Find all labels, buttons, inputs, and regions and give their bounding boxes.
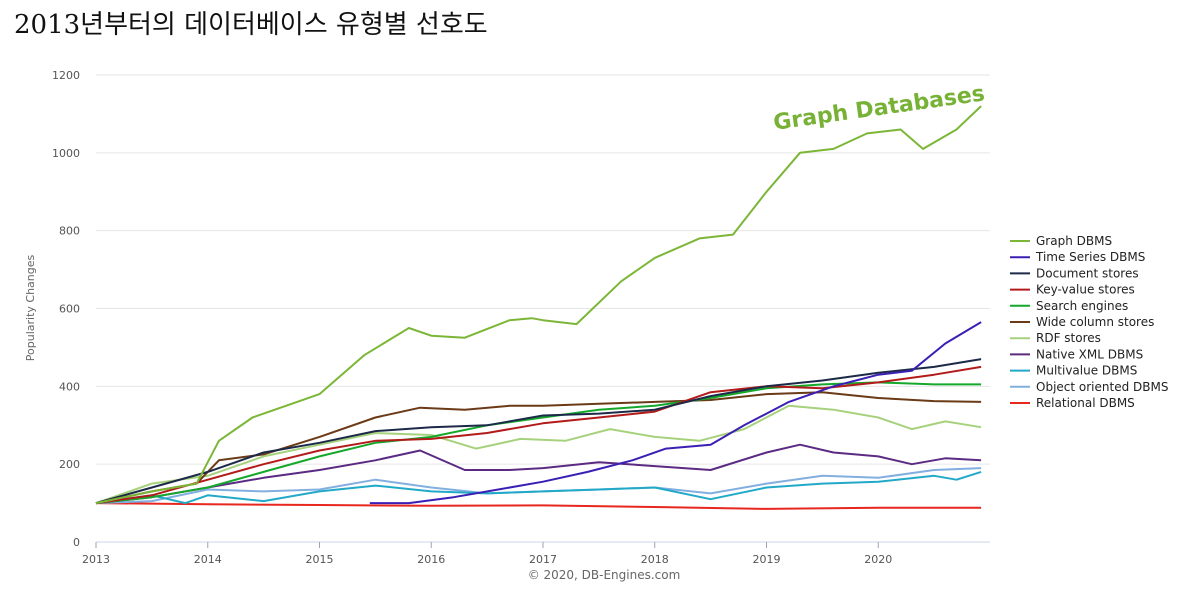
legend-label: Document stores (1036, 266, 1139, 280)
legend-label: Wide column stores (1036, 315, 1154, 329)
x-tick-label: 2015 (306, 553, 334, 566)
legend-item-multivalue-dbms[interactable]: Multivalue DBMS (1010, 364, 1137, 378)
graph-databases-annotation: Graph Databases (772, 81, 986, 135)
series-line-document-stores (95, 358, 982, 505)
legend: Graph DBMS Time Series DBMS Document store… (1010, 234, 1168, 410)
y-axis-label: Popularity Changes (24, 254, 37, 361)
x-tick-label: 2016 (417, 553, 445, 566)
grid-lines (96, 74, 990, 543)
chart-credit: © 2020, DB-Engines.com (528, 568, 681, 582)
y-tick-label: 400 (59, 380, 80, 393)
page-title: 2013년부터의 데이터베이스 유형별 선호도 (14, 10, 488, 40)
y-tick-label: 0 (73, 536, 80, 549)
legend-item-graph-dbms[interactable]: Graph DBMS (1010, 234, 1112, 248)
x-tick-label: 2014 (194, 553, 222, 566)
series-line-key-value-stores (95, 365, 982, 505)
x-tick-label: 2017 (529, 553, 557, 566)
legend-label: Multivalue DBMS (1036, 364, 1137, 378)
series-line-graph-dbms (95, 105, 982, 505)
legend-label: Key-value stores (1036, 283, 1135, 297)
legend-label: Search engines (1036, 299, 1128, 313)
y-tick-label: 200 (59, 458, 80, 471)
legend-item-native-xml-dbms[interactable]: Native XML DBMS (1010, 347, 1143, 361)
series-line-native-xml-dbms (95, 443, 982, 505)
x-tick-label: 2013 (82, 553, 110, 566)
series-line-rdf-stores (95, 404, 982, 505)
y-tick-label: 800 (59, 225, 80, 238)
series-group (95, 105, 982, 510)
series-line-wide-column-stores (95, 391, 982, 505)
legend-item-wide-column-stores[interactable]: Wide column stores (1010, 315, 1154, 329)
legend-item-relational-dbms[interactable]: Relational DBMS (1010, 396, 1135, 410)
series-line-time-series-dbms (369, 321, 982, 505)
axes: 0 200 400 600 800 1000 1200 2013 2014 2015 2016 201… (52, 69, 892, 566)
y-tick-label: 1200 (52, 69, 80, 82)
legend-label: RDF stores (1036, 331, 1101, 345)
legend-label: Native XML DBMS (1036, 347, 1143, 361)
legend-item-object-oriented-dbms[interactable]: Object oriented DBMS (1010, 380, 1168, 394)
legend-label: Time Series DBMS (1035, 250, 1145, 264)
series-line-relational-dbms (95, 502, 982, 510)
legend-item-key-value-stores[interactable]: Key-value stores (1010, 283, 1135, 297)
x-tick-label: 2019 (753, 553, 781, 566)
series-line-multivalue-dbms (95, 470, 982, 505)
legend-item-search-engines[interactable]: Search engines (1010, 299, 1128, 313)
legend-item-time-series-dbms[interactable]: Time Series DBMS (1010, 250, 1145, 264)
y-tick-label: 1000 (52, 147, 80, 160)
legend-label: Graph DBMS (1036, 234, 1112, 248)
x-tick-label: 2020 (864, 553, 892, 566)
x-tick-label: 2018 (641, 553, 669, 566)
legend-label: Object oriented DBMS (1036, 380, 1168, 394)
legend-item-rdf-stores[interactable]: RDF stores (1010, 331, 1101, 345)
series-line-search-engines (95, 381, 982, 505)
legend-label: Relational DBMS (1036, 396, 1135, 410)
legend-item-document-stores[interactable]: Document stores (1010, 266, 1139, 280)
y-tick-label: 600 (59, 303, 80, 316)
